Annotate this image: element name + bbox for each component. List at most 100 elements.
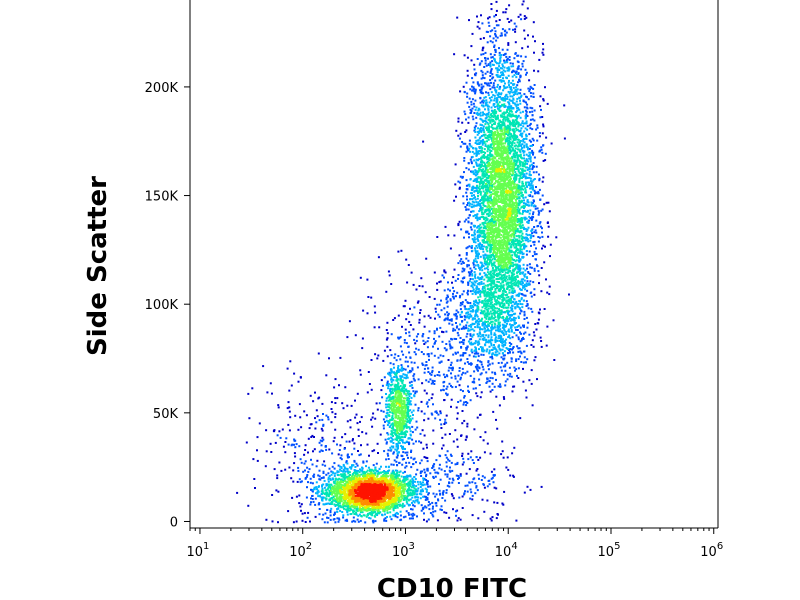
data-point [468,183,471,186]
data-point [479,295,482,298]
data-point [526,289,529,292]
data-point [429,485,432,488]
data-point [503,106,506,108]
data-point [445,296,448,299]
data-point [483,77,486,80]
data-point [491,371,494,374]
data-point [412,283,415,286]
data-point [404,478,407,481]
data-point [475,180,478,183]
data-point [378,402,381,405]
data-point [425,361,428,363]
data-point [514,317,517,320]
data-point [458,384,461,387]
data-point [532,144,534,146]
data-point [529,236,532,239]
data-point [406,495,409,498]
data-point [352,511,355,514]
data-point [487,361,490,364]
data-point [496,105,499,108]
data-point [538,58,541,61]
data-point [480,319,483,322]
data-point [455,514,457,517]
data-point [474,186,477,189]
data-point [321,499,324,502]
data-point [488,349,491,352]
data-point [480,265,483,268]
data-point [320,427,323,430]
data-point [455,510,457,513]
data-point [476,341,479,344]
data-point [500,294,503,296]
data-point [392,435,394,437]
data-point [514,71,517,74]
data-point [356,464,359,467]
data-point [464,484,467,487]
data-point [507,328,510,331]
data-point [471,203,474,206]
data-point [407,399,410,402]
data-point [328,357,330,360]
data-point [482,321,485,324]
data-point [382,359,385,362]
data-point [393,366,395,369]
data-point [536,124,539,127]
data-point [471,514,474,517]
data-point [456,412,459,415]
data-point [485,382,488,384]
data-point [440,360,443,363]
data-point [521,168,524,171]
data-point [480,309,483,312]
data-point [352,471,355,474]
data-point [488,272,491,275]
data-point [411,496,414,499]
data-point [411,481,414,484]
data-point [460,373,463,376]
data-point [487,111,490,114]
data-point [519,303,522,305]
data-point [405,390,408,393]
data-point [512,94,515,96]
data-point [476,468,479,470]
data-point [526,115,529,117]
data-point [463,91,466,94]
data-point [470,450,473,453]
data-point [311,494,314,497]
data-point [483,267,486,270]
data-point [472,283,475,286]
data-point [467,302,470,304]
data-point [521,272,524,275]
data-point [515,116,518,119]
data-point [389,399,391,402]
data-point [448,477,451,480]
data-point [509,90,512,93]
data-point [419,462,422,465]
data-point [533,226,536,228]
data-point [478,253,480,256]
data-point [513,22,516,25]
data-point [412,414,414,416]
data-point [355,470,358,472]
data-point [504,369,507,372]
data-point [502,299,505,302]
data-point [490,331,493,334]
data-point [445,421,448,424]
data-point [478,378,481,381]
data-point [512,278,515,281]
data-point [504,116,507,119]
data-point [393,376,396,378]
data-point [413,361,416,364]
data-point [388,396,390,399]
data-point [491,382,494,385]
data-point [471,286,474,289]
data-point [396,506,399,509]
data-point [530,266,533,269]
data-point [436,328,438,331]
data-point [315,465,318,468]
data-point [505,317,507,320]
data-point [470,222,473,225]
data-point [464,372,467,375]
data-point [465,179,468,182]
data-point [503,320,506,323]
data-point [502,72,504,75]
